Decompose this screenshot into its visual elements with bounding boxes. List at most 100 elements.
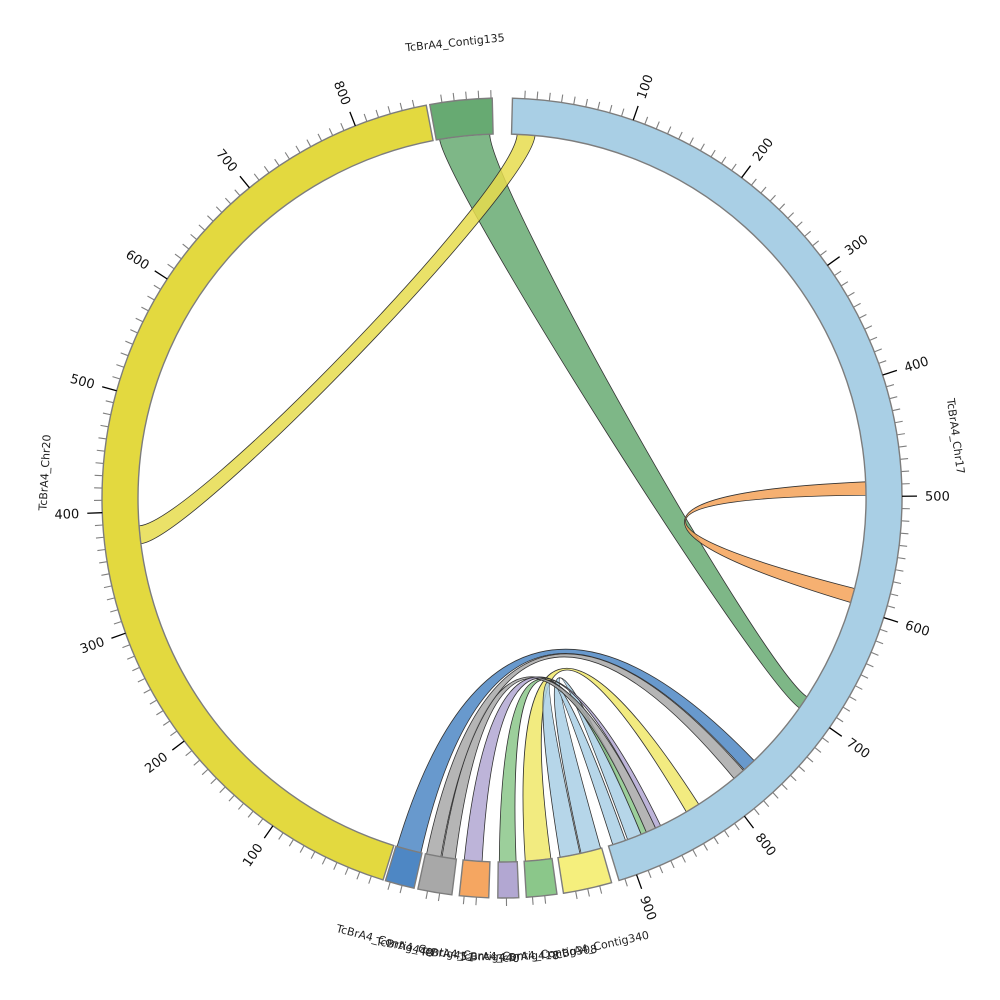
minor-tick <box>153 284 161 290</box>
minor-tick <box>689 137 694 145</box>
segment-label-contig448: TcBrA4_Contig448 <box>334 922 435 960</box>
minor-tick <box>228 794 235 802</box>
minor-tick <box>750 178 757 186</box>
minor-tick <box>247 810 254 818</box>
minor-tick <box>869 336 878 341</box>
minor-tick <box>257 818 264 826</box>
minor-tick <box>149 699 158 705</box>
minor-tick <box>356 871 361 880</box>
minor-tick <box>452 92 455 101</box>
minor-tick <box>647 870 652 879</box>
minor-tick <box>321 856 327 865</box>
minor-tick <box>760 186 767 194</box>
major-tick <box>741 165 752 179</box>
minor-tick <box>789 774 797 782</box>
minor-tick <box>207 215 214 222</box>
minor-tick <box>667 126 672 135</box>
segment-chr17 <box>510 97 903 882</box>
minor-tick <box>620 108 625 117</box>
tick-label: 200 <box>750 136 777 165</box>
minor-tick <box>113 621 122 625</box>
tick-label: 300 <box>842 232 871 259</box>
minor-tick <box>878 360 887 364</box>
minor-tick <box>333 862 338 870</box>
minor-tick <box>274 158 280 167</box>
major-tick <box>102 386 117 392</box>
minor-tick <box>874 348 882 353</box>
minor-tick <box>299 845 305 853</box>
minor-tick <box>465 91 467 100</box>
tick-label: 600 <box>903 618 931 640</box>
minor-tick <box>854 685 863 690</box>
minor-tick <box>585 98 588 107</box>
minor-tick <box>859 314 867 319</box>
minor-tick <box>769 194 776 202</box>
major-tick <box>87 512 103 514</box>
minor-tick <box>399 885 403 894</box>
minor-tick <box>317 133 323 142</box>
minor-tick <box>98 437 107 440</box>
major-tick <box>635 874 643 890</box>
tick-label: 100 <box>635 73 657 101</box>
minor-tick <box>143 688 151 694</box>
minor-tick <box>898 445 907 448</box>
minor-tick <box>237 802 244 810</box>
minor-tick <box>901 470 910 473</box>
tick-label: 400 <box>903 354 931 376</box>
minor-tick <box>310 851 316 859</box>
segment-contig135 <box>428 97 494 141</box>
minor-tick <box>849 696 857 701</box>
tick-label: 300 <box>78 635 106 658</box>
major-tick <box>239 175 250 189</box>
minor-tick <box>840 281 849 287</box>
minor-tick <box>170 730 178 737</box>
minor-tick <box>106 597 115 601</box>
minor-tick <box>864 325 873 330</box>
tick-label: 700 <box>213 147 240 176</box>
minor-tick <box>141 306 149 312</box>
minor-tick <box>609 104 613 113</box>
segment-contig308 <box>523 857 558 899</box>
ideogram-layer <box>101 97 903 899</box>
minor-tick <box>836 717 844 723</box>
minor-tick <box>896 433 905 436</box>
minor-tick <box>437 893 441 902</box>
minor-tick <box>834 270 842 277</box>
minor-tick <box>889 396 898 400</box>
ribbon-layer <box>138 133 867 863</box>
minor-tick <box>440 94 443 103</box>
major-tick <box>154 270 168 280</box>
minor-tick <box>97 548 106 552</box>
minor-tick <box>344 867 349 875</box>
minor-tick <box>127 655 135 660</box>
minor-tick <box>658 865 664 874</box>
minor-tick <box>575 891 578 900</box>
minor-tick <box>806 756 814 763</box>
minor-tick <box>624 878 628 887</box>
minor-tick <box>368 875 372 884</box>
minor-tick <box>787 212 795 219</box>
minor-tick <box>224 197 232 205</box>
minor-tick <box>210 777 217 785</box>
segment-chr20 <box>101 104 434 881</box>
minor-tick <box>699 143 705 151</box>
major-tick <box>882 369 898 376</box>
minor-tick <box>597 101 601 110</box>
minor-tick <box>692 849 698 857</box>
minor-tick <box>105 400 114 404</box>
minor-tick <box>781 783 788 791</box>
minor-tick <box>167 263 175 270</box>
major-tick <box>349 111 356 127</box>
minor-tick <box>219 786 226 793</box>
minor-tick <box>847 291 855 297</box>
minor-tick <box>101 573 110 576</box>
minor-tick <box>887 605 896 609</box>
minor-tick <box>156 710 164 716</box>
minor-tick <box>720 156 727 164</box>
minor-tick <box>95 462 104 464</box>
minor-tick <box>132 666 140 672</box>
minor-tick <box>670 860 675 869</box>
minor-tick <box>295 145 301 154</box>
minor-tick <box>753 808 760 816</box>
